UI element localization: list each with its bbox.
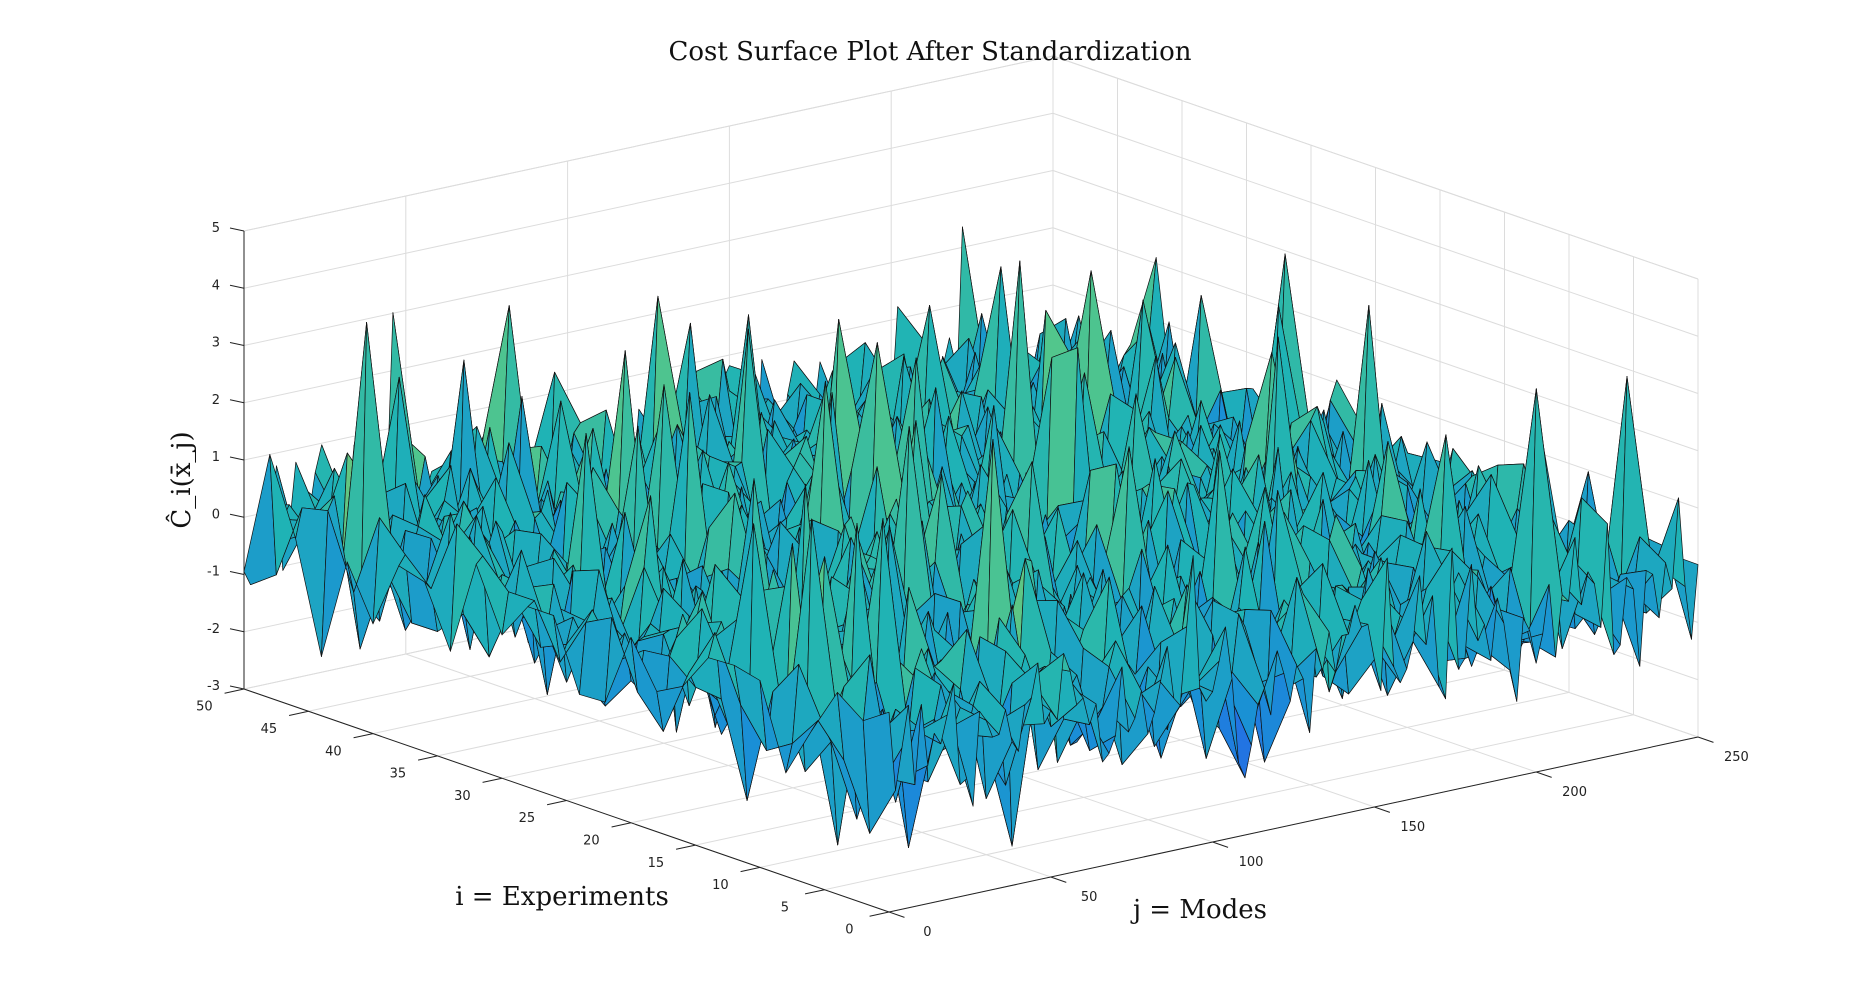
z-tick-label: -2	[207, 622, 220, 637]
box-edge	[243, 55, 1054, 232]
grid-line-floor-y	[824, 714, 1634, 891]
grid-line-floor-y	[759, 691, 1570, 868]
z-tick	[229, 685, 245, 690]
x-axis-line	[888, 736, 1699, 913]
x-tick	[1050, 876, 1067, 883]
grid-line-wall-yz	[1052, 112, 1699, 337]
y-tick	[224, 688, 245, 694]
x-tick	[1212, 841, 1229, 848]
x-tick-label: 0	[923, 925, 931, 940]
surface	[243, 226, 1699, 848]
x-tick-label: 100	[1239, 855, 1264, 870]
z-tick	[229, 342, 245, 346]
z-tick	[229, 284, 245, 289]
y-tick	[869, 911, 890, 917]
y-tick	[804, 889, 825, 895]
y-tick	[546, 800, 567, 806]
y-tick-label: 10	[712, 878, 729, 893]
y-tick	[611, 822, 632, 828]
chart-title: Cost Surface Plot After Standardization	[669, 37, 1192, 67]
z-tick	[229, 513, 245, 518]
z-tick	[229, 571, 245, 575]
y-tick	[482, 777, 503, 783]
surface-facet	[862, 711, 896, 834]
z-tick	[229, 628, 245, 633]
box-edge	[1052, 55, 1699, 280]
z-tick	[229, 227, 245, 232]
grid-line-floor-y	[695, 669, 1505, 846]
z-tick-label: 2	[212, 393, 220, 408]
y-tick	[353, 733, 374, 739]
y-tick-label: 0	[845, 923, 853, 938]
x-tick	[888, 911, 905, 918]
y-tick-label: 45	[261, 722, 278, 737]
grid-line-wall-yz	[1052, 170, 1699, 394]
y-tick	[288, 710, 309, 716]
x-tick	[1374, 806, 1391, 813]
z-axis-label: Ĉ_i(x̄_j)	[165, 431, 197, 528]
y-tick-label: 35	[390, 767, 407, 782]
x-tick-label: 200	[1562, 785, 1587, 800]
y-tick	[740, 866, 761, 873]
y-tick-label: 30	[454, 789, 471, 804]
x-tick-label: 150	[1400, 820, 1425, 835]
y-tick-label: 5	[781, 900, 789, 915]
y-tick-label: 20	[583, 834, 600, 849]
z-tick-label: 3	[212, 336, 220, 351]
z-tick-label: 5	[212, 221, 220, 236]
grid-line-wall-yz	[1052, 227, 1699, 452]
z-tick-label: 1	[212, 450, 220, 465]
z-tick	[229, 456, 245, 461]
grid-line-wall-xz	[243, 227, 1054, 404]
y-tick-label: 50	[196, 700, 213, 715]
x-tick-label: 50	[1081, 890, 1098, 905]
y-tick-label: 25	[519, 811, 536, 826]
grid-line-wall-xz	[243, 112, 1054, 289]
z-tick-label: 4	[212, 278, 220, 293]
x-axis-label: j = Modes	[1130, 895, 1267, 925]
x-tick	[1536, 771, 1552, 778]
grid-line-wall-xz	[243, 170, 1054, 346]
z-tick	[229, 399, 245, 404]
z-tick-label: -3	[207, 679, 220, 694]
y-tick-label: 40	[325, 744, 342, 759]
y-axis-label: i = Experiments	[455, 882, 669, 912]
x-tick	[1697, 736, 1714, 743]
y-tick-label: 15	[648, 856, 665, 871]
y-tick	[417, 755, 438, 761]
x-tick-label: 250	[1724, 750, 1749, 765]
z-tick-label: 0	[212, 507, 220, 522]
z-tick-label: -1	[207, 565, 220, 580]
axes-layer: 05010015020025005101520253035404550-3-2-…	[196, 221, 1749, 940]
y-tick	[675, 844, 696, 850]
